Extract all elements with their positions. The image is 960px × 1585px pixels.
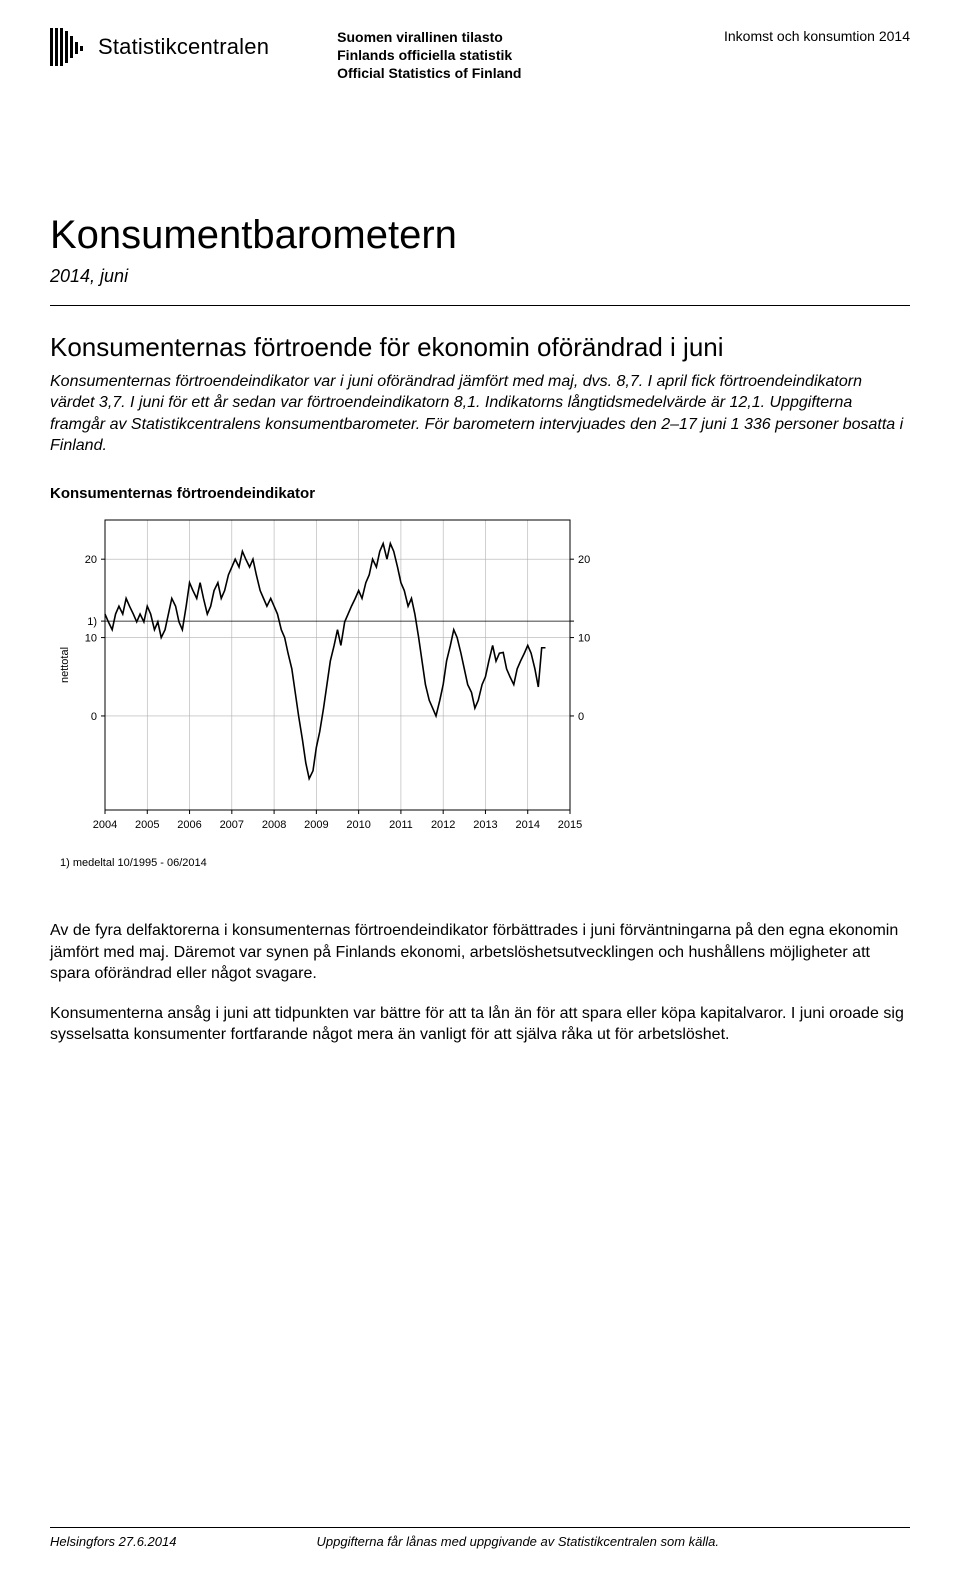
svg-text:2014: 2014: [515, 819, 539, 831]
footer-rule: [50, 1527, 910, 1528]
official-statistics-block: Suomen virallinen tilasto Finlands offic…: [337, 28, 521, 83]
svg-text:2005: 2005: [135, 819, 159, 831]
svg-text:2006: 2006: [177, 819, 201, 831]
logo-text: Statistikcentralen: [98, 34, 269, 60]
svg-text:2010: 2010: [346, 819, 370, 831]
chart-svg: 0 10 20 1) 0 10 20 2004 2005 2006 2007 2008 2009 2010…: [50, 510, 610, 880]
svg-text:10: 10: [578, 633, 590, 645]
footer-attribution: Uppgifterna får lånas med uppgivande av …: [316, 1534, 719, 1549]
official-line-sv: Finlands officiella statistik: [337, 46, 521, 64]
svg-text:2004: 2004: [93, 819, 117, 831]
svg-text:2009: 2009: [304, 819, 328, 831]
body-paragraph-2: Konsumenterna ansåg i juni att tidpunkte…: [50, 1003, 910, 1046]
page-subtitle: 2014, juni: [50, 266, 910, 287]
svg-text:20: 20: [578, 554, 590, 566]
confidence-indicator-chart: 0 10 20 1) 0 10 20 2004 2005 2006 2007 2008 2009 2010…: [50, 510, 610, 880]
footer-date: Helsingfors 27.6.2014: [50, 1534, 176, 1549]
intro-paragraph: Konsumenternas förtroendeindikator var i…: [50, 371, 910, 457]
svg-text:2013: 2013: [473, 819, 497, 831]
category-label: Inkomst och konsumtion 2014: [724, 28, 910, 44]
svg-text:2015: 2015: [558, 819, 582, 831]
page-footer: Helsingfors 27.6.2014 Uppgifterna får lå…: [50, 1527, 910, 1549]
svg-text:1) medeltal 10/1995 - 06/2014: 1) medeltal 10/1995 - 06/2014: [60, 857, 207, 869]
section-heading: Konsumenternas förtroende för ekonomin o…: [50, 332, 910, 363]
svg-text:1): 1): [87, 616, 97, 628]
title-rule: [50, 305, 910, 306]
official-line-fi: Suomen virallinen tilasto: [337, 28, 521, 46]
logo: Statistikcentralen: [50, 28, 269, 66]
svg-text:2007: 2007: [220, 819, 244, 831]
svg-text:20: 20: [85, 554, 97, 566]
chart-title: Konsumenternas förtroendeindikator: [50, 485, 910, 502]
svg-text:2008: 2008: [262, 819, 286, 831]
body-paragraph-1: Av de fyra delfaktorerna i konsumenterna…: [50, 920, 910, 985]
svg-text:0: 0: [578, 711, 584, 723]
svg-text:2011: 2011: [389, 819, 413, 831]
svg-text:0: 0: [91, 711, 97, 723]
svg-text:10: 10: [85, 633, 97, 645]
svg-text:nettotal: nettotal: [59, 647, 71, 683]
official-line-en: Official Statistics of Finland: [337, 64, 521, 82]
page-title: Konsumentbarometern: [50, 213, 910, 258]
logo-icon: [50, 28, 88, 66]
page-header: Statistikcentralen Suomen virallinen til…: [50, 28, 910, 83]
svg-text:2012: 2012: [431, 819, 455, 831]
